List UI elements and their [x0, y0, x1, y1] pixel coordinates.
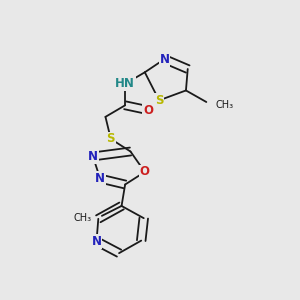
Text: HN: HN [115, 77, 135, 90]
Text: S: S [106, 133, 115, 146]
Text: O: O [140, 166, 150, 178]
Text: N: N [92, 235, 101, 248]
Text: CH₃: CH₃ [215, 100, 233, 110]
Text: O: O [143, 104, 153, 117]
Text: N: N [88, 150, 98, 163]
Text: S: S [155, 94, 164, 107]
Text: N: N [160, 52, 170, 66]
Text: N: N [95, 172, 105, 185]
Text: CH₃: CH₃ [73, 213, 91, 223]
